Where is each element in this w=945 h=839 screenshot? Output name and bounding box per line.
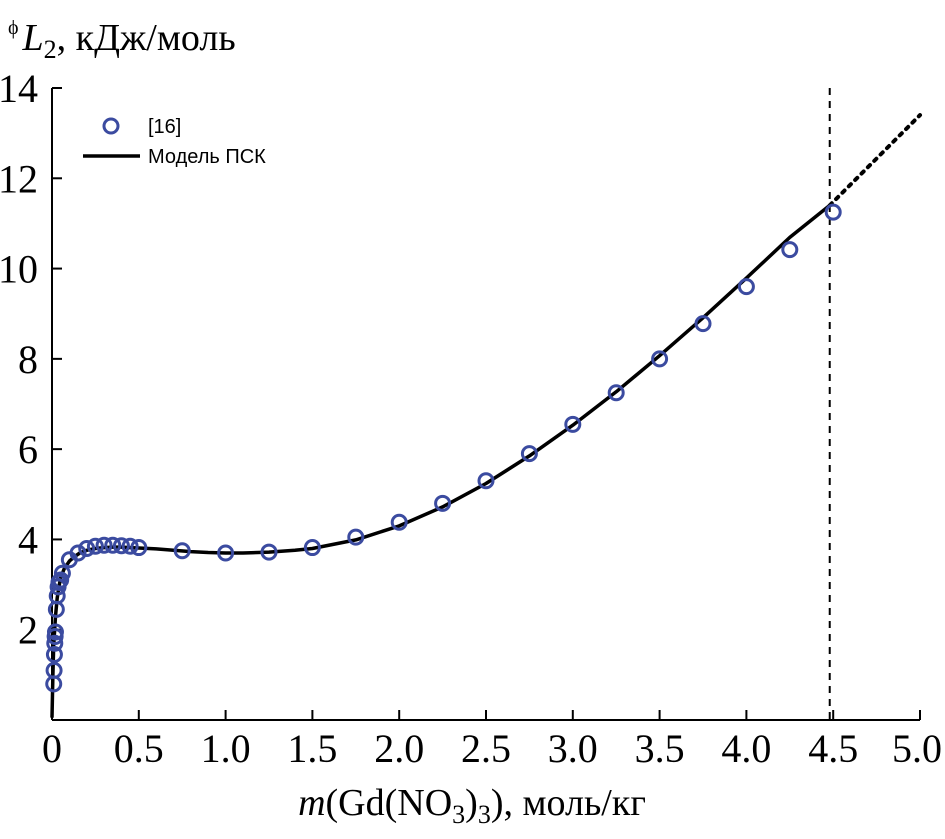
y-tick-label: 12 <box>0 156 38 201</box>
data-point <box>112 537 130 555</box>
data-point <box>434 494 452 512</box>
data-point <box>303 539 321 557</box>
y-tick-label: 2 <box>18 608 38 653</box>
data-point <box>781 241 799 259</box>
data-point <box>86 537 104 555</box>
extrapolation-line <box>827 113 922 208</box>
y-ticks: 2 4 6 8 10 12 14 <box>0 66 62 653</box>
data-point <box>53 564 71 582</box>
x-tick-label: 2.0 <box>374 726 424 771</box>
model-line <box>50 204 831 718</box>
data-point <box>477 472 495 490</box>
x-tick-label: 3.5 <box>635 726 685 771</box>
y-tick-label: 4 <box>18 517 38 562</box>
legend: [16] Модель ПСК <box>83 116 266 168</box>
legend-label-model: Модель ПСК <box>148 146 266 168</box>
y-axis-title: ϕ L2, кДж/моль <box>8 17 236 64</box>
data-point <box>520 445 538 463</box>
data-point <box>45 646 63 664</box>
data-point <box>694 315 712 333</box>
x-axis-title-sub2: 3 <box>478 800 491 829</box>
data-point <box>564 415 582 433</box>
data-point <box>173 542 191 560</box>
y-axis-title-suffix: , кДж/моль <box>57 17 236 59</box>
data-point <box>46 623 64 641</box>
y-axis-title-symbol: L <box>22 17 44 59</box>
data-point <box>217 544 235 562</box>
x-axis-title-part3: ), моль/кг <box>491 782 646 824</box>
x-tick-label: 5.0 <box>892 726 942 771</box>
y-axis-title-prefix: ϕ <box>8 17 19 39</box>
x-ticks: 0 0.5 1.0 1.5 2.0 2.5 3.0 3.5 4.0 4.5 5.0 <box>42 710 942 771</box>
data-point <box>737 278 755 296</box>
data-point <box>824 203 842 221</box>
x-axis-title-part1: (Gd(NO <box>326 782 453 824</box>
data-point <box>95 536 113 554</box>
y-axis-title-sub: 2 <box>44 35 57 64</box>
x-tick-label: 1.0 <box>201 726 251 771</box>
data-point <box>130 539 148 557</box>
x-tick-label: 1.5 <box>287 726 337 771</box>
data-point <box>78 539 96 557</box>
x-tick-label: 4.0 <box>721 726 771 771</box>
data-markers <box>45 203 842 693</box>
data-point <box>390 513 408 531</box>
x-axis-title-sub1: 3 <box>452 800 465 829</box>
x-tick-label: 0 <box>42 726 62 771</box>
x-axis-title-part2: ) <box>465 782 478 824</box>
data-point <box>45 661 63 679</box>
x-tick-label: 4.5 <box>808 726 858 771</box>
y-tick-label: 8 <box>18 337 38 382</box>
data-point <box>121 537 139 555</box>
data-point <box>347 528 365 546</box>
data-point <box>651 350 669 368</box>
y-tick-label: 10 <box>0 247 38 292</box>
data-point <box>69 544 87 562</box>
data-point <box>46 634 64 652</box>
x-axis-title: m(Gd(NO3)3), моль/кг <box>298 782 646 829</box>
x-tick-label: 0.5 <box>114 726 164 771</box>
x-tick-label: 3.0 <box>548 726 598 771</box>
x-axis-title-m: m <box>298 782 325 824</box>
data-point <box>607 384 625 402</box>
data-point <box>104 536 122 554</box>
data-point <box>52 571 70 589</box>
x-tick-label: 2.5 <box>461 726 511 771</box>
legend-marker-icon <box>102 117 120 135</box>
y-tick-label: 6 <box>18 427 38 472</box>
y-tick-label: 14 <box>0 66 38 111</box>
data-point <box>260 543 278 561</box>
legend-label-data: [16] <box>148 116 181 138</box>
